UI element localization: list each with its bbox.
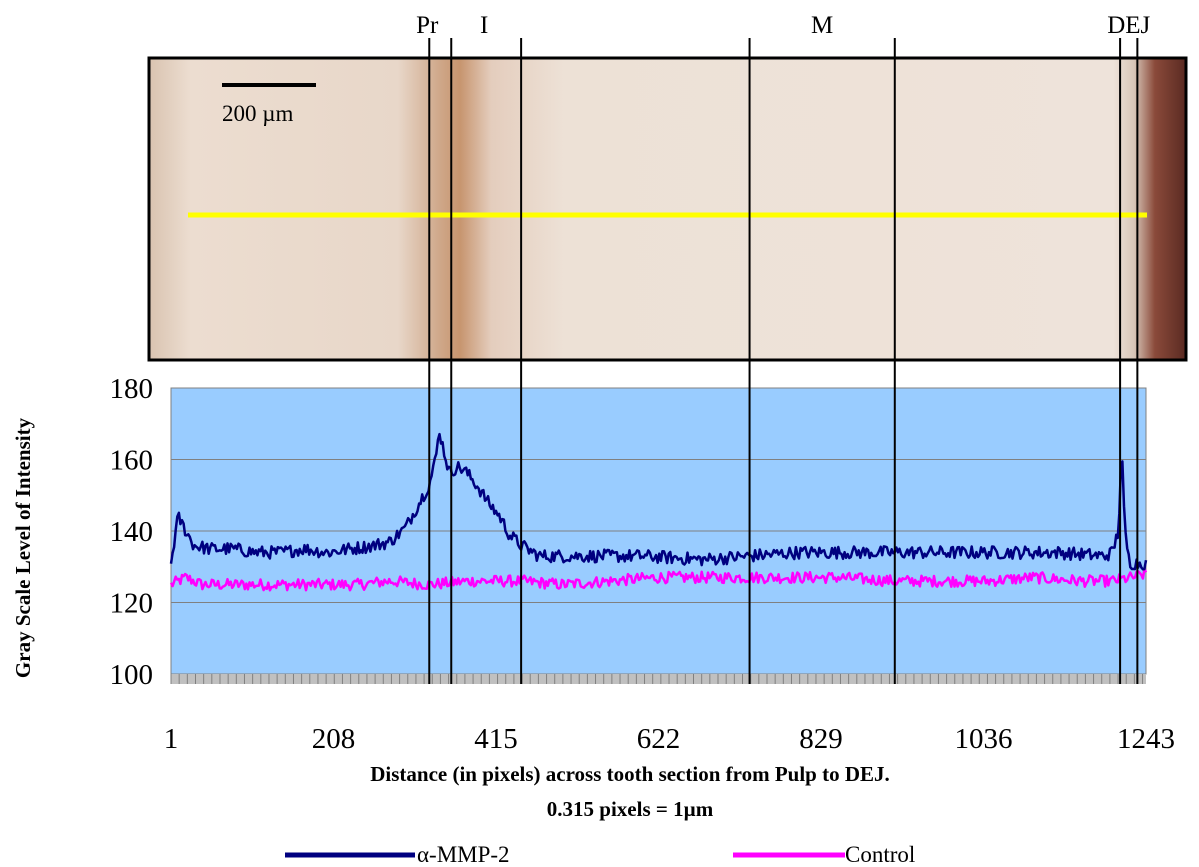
section-boundaries	[428, 38, 1139, 684]
x-axis-band	[171, 674, 1146, 684]
histology-image: 200 µm	[147, 56, 1188, 362]
legend-label-mmp2: α-MMP-2	[417, 842, 510, 867]
section-label: I	[480, 12, 488, 39]
x-tick-label: 1	[164, 723, 179, 755]
y-tick-label: 180	[110, 373, 154, 405]
section-labels: Pr I M DEJ	[416, 12, 1150, 39]
y-axis-label: Gray Scale Level of Intensity	[11, 417, 35, 678]
chart: 100 120 140 160 180 1 208 415 622 829 1036 1243 Pr…	[11, 12, 1175, 867]
histology-image-tissue	[149, 58, 1186, 360]
x-axis-minor-ticks	[170, 674, 1146, 684]
series-line-control	[169, 567, 1148, 592]
section-label: DEJ	[1107, 12, 1150, 39]
x-tick-label: 208	[312, 723, 356, 755]
x-tick-label: 622	[637, 723, 681, 755]
section-label: Pr	[416, 12, 439, 39]
y-tick-label: 140	[110, 516, 154, 548]
gridlines	[171, 459, 1146, 603]
histology-image-frame	[147, 56, 1188, 362]
x-axis-label: Distance (in pixels) across tooth sectio…	[370, 762, 890, 786]
x-tick-label: 415	[474, 723, 518, 755]
series-layer	[169, 432, 1148, 592]
x-axis-subnote: 0.315 pixels = 1µm	[547, 797, 714, 821]
x-tick-label: 1036	[955, 723, 1013, 755]
x-tick-label: 1243	[1117, 723, 1175, 755]
section-label: M	[811, 12, 833, 39]
legend-item-control: Control	[733, 842, 915, 867]
y-tick-label: 160	[110, 445, 154, 477]
legend-label-control: Control	[845, 842, 915, 867]
x-axis-tick-labels: 1 208 415 622 829 1036 1243	[164, 723, 1175, 755]
legend-item-mmp2: α-MMP-2	[285, 842, 510, 867]
y-tick-label: 120	[110, 588, 154, 620]
x-tick-label: 829	[799, 723, 843, 755]
y-axis-tick-labels: 100 120 140 160 180	[110, 373, 154, 691]
y-tick-label: 100	[110, 659, 154, 691]
legend: α-MMP-2 Control	[285, 842, 915, 867]
series-line-mmp2	[169, 432, 1148, 571]
scale-bar-label: 200 µm	[222, 101, 294, 126]
